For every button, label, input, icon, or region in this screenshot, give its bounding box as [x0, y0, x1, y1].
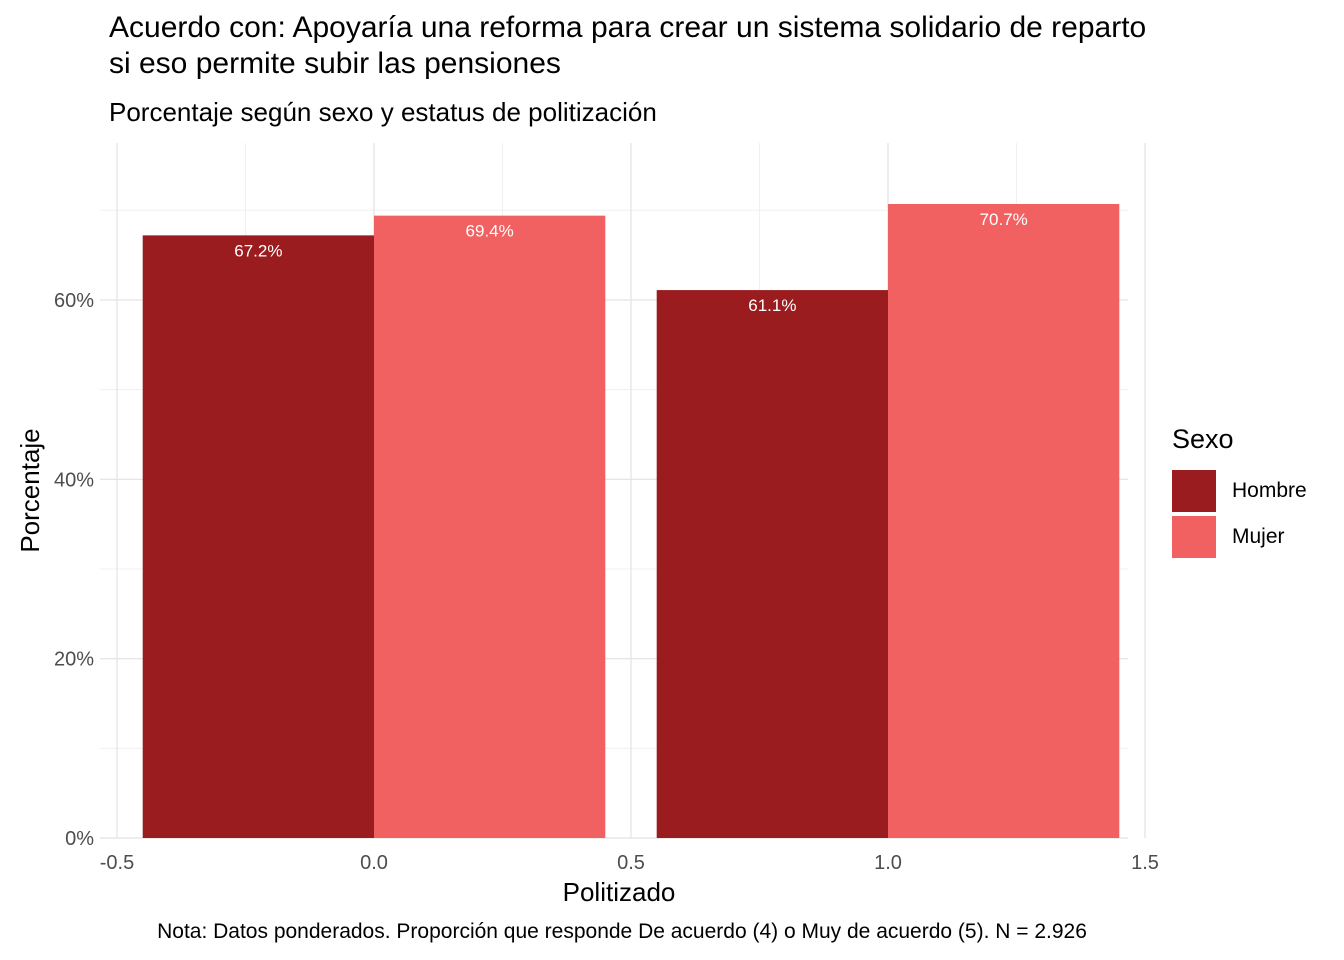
- data-label-hombre: 61.1%: [748, 296, 796, 315]
- chart-title-line1: Acuerdo con: Apoyaría una reforma para c…: [109, 11, 1147, 44]
- legend-title: Sexo: [1172, 424, 1234, 454]
- x-tick-label: 1.5: [1131, 852, 1159, 874]
- legend-item-mujer: Mujer: [1172, 514, 1307, 560]
- chart-subtitle: Porcentaje según sexo y estatus de polit…: [109, 97, 657, 127]
- chart-title-line2: si eso permite subir las pensiones: [109, 47, 561, 80]
- bar-hombre: [142, 235, 374, 838]
- chart-plot: 67.2%61.1%69.4%70.7% 0%20%40%60%-0.5 0.0 0…: [15, 143, 1159, 907]
- data-label-hombre: 67.2%: [234, 241, 282, 260]
- legend-key-hombre: [1172, 470, 1216, 512]
- chart-caption: Nota: Datos ponderados. Proporción que r…: [157, 920, 1087, 943]
- data-label-mujer: 70.7%: [980, 210, 1028, 229]
- chart-title: Acuerdo con: Apoyaría una reforma para c…: [109, 10, 1146, 82]
- bar-mujer: [888, 203, 1120, 838]
- y-tick-label: 0%: [65, 828, 94, 850]
- x-tick-label: 0.5: [617, 852, 645, 874]
- y-axis-title: Porcentaje: [15, 428, 45, 552]
- y-tick-label: 40%: [54, 469, 94, 491]
- data-label-mujer: 69.4%: [466, 222, 514, 241]
- axes: 0% 20% 40% 60% -0.5 0.0 0.5 1.0 1.5 Politizado Por…: [15, 290, 1159, 907]
- legend-label-hombre: Hombre: [1232, 479, 1307, 502]
- bar-mujer: [374, 215, 606, 839]
- bars: [142, 203, 1120, 839]
- legend-label-mujer: Mujer: [1232, 525, 1285, 548]
- x-tick-label: -0.5: [100, 852, 134, 874]
- x-axis-title: Politizado: [563, 877, 676, 907]
- legend-key-mujer: [1172, 516, 1216, 558]
- x-tick-label: 1.0: [874, 852, 902, 874]
- y-tick-label: 20%: [54, 649, 94, 671]
- bar-hombre: [656, 290, 888, 839]
- legend-item-hombre: Hombre: [1172, 468, 1307, 514]
- legend: Sexo Hombre Mujer: [1172, 422, 1307, 560]
- data-labels: 67.2% 61.1% 69.4% 70.7%: [234, 210, 1028, 315]
- y-tick-label: 60%: [54, 290, 94, 312]
- x-tick-label: 0.0: [360, 852, 388, 874]
